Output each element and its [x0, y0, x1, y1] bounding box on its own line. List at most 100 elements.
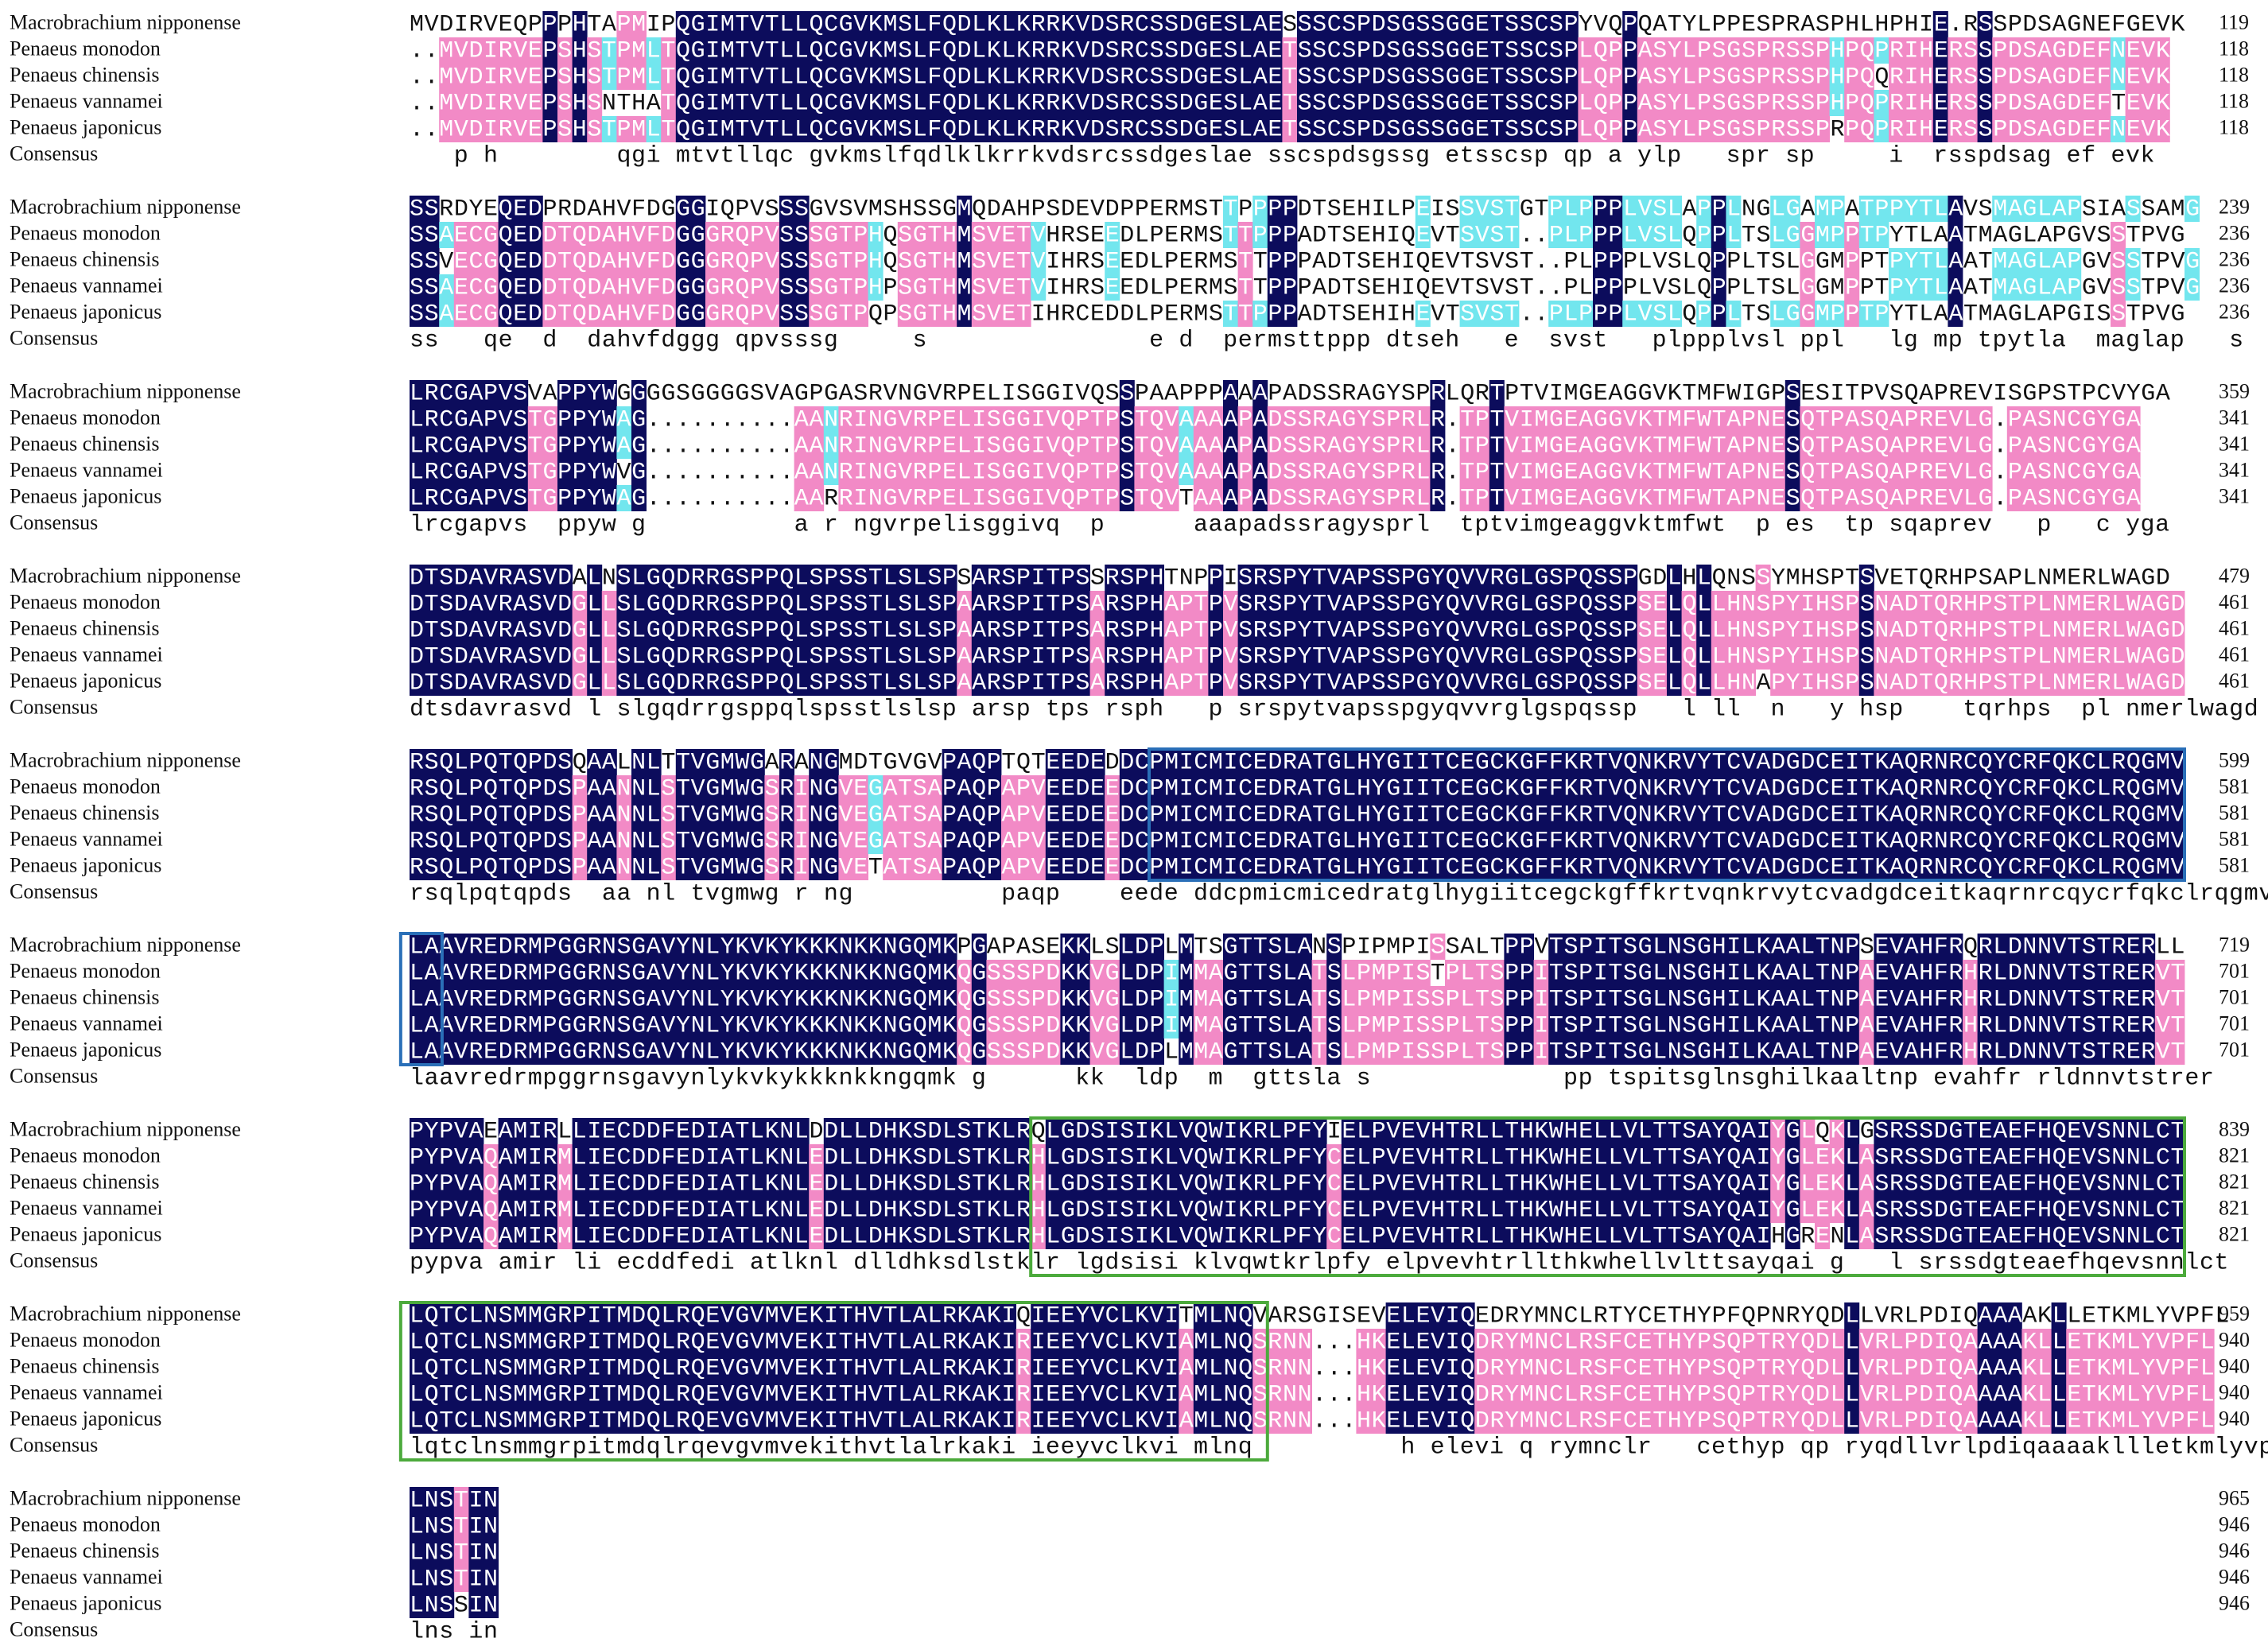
residue-highlight	[749, 90, 765, 116]
residue-highlight	[557, 64, 573, 90]
position-number: 940	[2219, 1354, 2250, 1377]
sequence: PYPVAQAMIRMLIECDDFEDIATLKNLEDLLDHKSDLSTK…	[410, 1144, 2185, 1171]
position-number: 839	[2219, 1117, 2250, 1140]
species-name: Penaeus vannamei	[10, 274, 163, 297]
sequence: DTSDAVRASVDALNSLGQDRRGSPPQLSPSSTLSLSPSAR…	[410, 565, 2171, 592]
consensus-sequence: ss qe d dahvfdggg qpvsssg s e d permsttp…	[410, 327, 2268, 354]
consensus-sequence: lrcgapvs ppyw g a r ngvrpelisggivq p aaa…	[410, 511, 2170, 538]
position-number: 236	[2219, 274, 2250, 297]
residue-highlight	[631, 11, 647, 37]
position-number: 341	[2219, 432, 2250, 455]
residue-highlight	[749, 116, 765, 142]
sequence: LRCGAPVSTGPPYWVG..........AANRINGVRPELIS…	[410, 459, 2141, 486]
sequence: RSQLPQTQPDSPAANNLSTVGMWGSRINGVEGATSAPAQP…	[410, 775, 2185, 802]
species-name: Penaeus monodon	[10, 959, 161, 982]
residue-highlight	[764, 116, 780, 142]
residue-highlight	[631, 37, 647, 64]
species-name: Penaeus vannamei	[10, 458, 163, 481]
sequence: SSAECGQEDDTQDAHVFDGGGRQPVSSSGTPHPSGTHMSV…	[410, 274, 2200, 301]
residue-highlight	[542, 11, 558, 37]
residue-highlight	[439, 90, 455, 116]
residue-highlight	[690, 116, 706, 142]
species-name: Penaeus chinensis	[10, 247, 159, 270]
residue-highlight	[705, 90, 720, 116]
consensus-sequence: rsqlpqtqpds aa nl tvgmwg r ng paqp eede …	[410, 880, 2268, 907]
consensus-sequence: pypva amir li ecddfedi atlknl dlldhksdls…	[410, 1249, 2229, 1276]
sequence: LRCGAPVSTGPPYWAG..........AANRINGVRPELIS…	[410, 433, 2141, 460]
position-number: 461	[2219, 616, 2250, 639]
species-name: Macrobrachium nipponense	[10, 379, 241, 402]
residue-highlight	[513, 90, 529, 116]
residue-highlight	[675, 90, 691, 116]
species-name: Penaeus monodon	[10, 406, 161, 429]
sequence: LQTCLNSMMGRPITMDQLRQEVGVMVEKITHVTLALRKAK…	[410, 1302, 2230, 1330]
position-number: 821	[2219, 1222, 2250, 1245]
residue-highlight	[587, 116, 603, 142]
species-name: Penaeus japonicus	[10, 484, 161, 507]
residue-highlight	[764, 64, 780, 90]
position-number: 946	[2219, 1565, 2250, 1588]
residue-highlight	[468, 116, 484, 142]
residue-highlight	[720, 116, 736, 142]
alignment-block: Macrobrachium nipponense LAAVREDRMPGGRNSG…	[10, 932, 2250, 1092]
residue-highlight	[646, 37, 662, 64]
residue-highlight	[542, 90, 558, 116]
residue-highlight	[513, 64, 529, 90]
position-number: 599	[2219, 748, 2250, 771]
residue-highlight	[646, 116, 662, 142]
position-number: 940	[2219, 1328, 2250, 1351]
residue-highlight	[764, 90, 780, 116]
residue-highlight	[587, 64, 603, 90]
residue-highlight	[453, 90, 469, 116]
alignment-block: Macrobrachium nipponense LQTCLNSMMGRPITMD…	[10, 1301, 2268, 1462]
residue-highlight	[646, 64, 662, 90]
residue-highlight	[705, 116, 720, 142]
species-name: Penaeus monodon	[10, 1328, 161, 1351]
residue-highlight	[542, 116, 558, 142]
residue-highlight	[453, 37, 469, 64]
residue-highlight	[498, 37, 514, 64]
sequence: ..MVDIRVEPSHSTPMLTQGIMTVTLLQCGVKMSLFQDLK…	[410, 116, 2171, 143]
species-name: Penaeus vannamei	[10, 1565, 163, 1588]
species-name: Penaeus vannamei	[10, 1011, 163, 1035]
residue-highlight	[661, 90, 677, 116]
sequence: LRCGAPVSTGPPYWAG..........AANRINGVRPELIS…	[410, 406, 2141, 433]
residue-highlight	[453, 116, 469, 142]
sequence: LNSTIN	[410, 1539, 499, 1566]
residue-highlight	[557, 37, 573, 64]
sequence: PYPVAQAMIRMLIECDDFEDIATLKNLEDLLDHKSDLSTK…	[410, 1223, 2185, 1250]
residue-highlight	[779, 37, 794, 64]
position-number: 581	[2219, 827, 2250, 850]
sequence: LNSTIN	[410, 1513, 499, 1540]
residue-highlight	[527, 90, 543, 116]
species-name: Penaeus monodon	[10, 774, 161, 798]
species-name: Penaeus chinensis	[10, 1170, 159, 1193]
sequence: RSQLPQTQPDSPAANNLSTVGMWGSRINGVETATSAPAQP…	[410, 854, 2185, 881]
residue-highlight	[735, 64, 751, 90]
species-name: Penaeus vannamei	[10, 642, 163, 666]
position-number: 118	[2219, 89, 2249, 112]
sequence: PYPVAEAMIRLLIECDDFEDIATLKNLDDLLDHKSDLSTK…	[410, 1118, 2185, 1145]
sequence: LNSTIN	[410, 1566, 499, 1593]
sequence: LAAVREDRMPGGRNSGAVYNLYKVKYKKKNKKNGQMKPGA…	[410, 934, 2185, 961]
residue-highlight	[720, 37, 736, 64]
sequence: SSAECGQEDDTQDAHVFDGGGRQPVSSSGTPHQSGTHMSV…	[410, 222, 2185, 249]
residue-highlight	[690, 90, 706, 116]
position-number: 946	[2219, 1539, 2250, 1562]
residue-highlight	[779, 64, 794, 90]
position-number: 821	[2219, 1196, 2250, 1219]
consensus-label: Consensus	[10, 142, 98, 165]
sequence: PYPVAQAMIRMLIECDDFEDIATLKNLEDLLDHKSDLSTK…	[410, 1170, 2185, 1198]
residue-highlight	[690, 11, 706, 37]
sequence: MVDIRVEQPPPHTAPMIPQGIMTVTLLQCGVKMSLFQDLK…	[410, 11, 2185, 38]
species-name: Penaeus japonicus	[10, 115, 161, 138]
sequence: ..MVDIRVEPSHSTPMLTQGIMTVTLLQCGVKMSLFQDLK…	[410, 37, 2171, 64]
residue-highlight	[484, 64, 499, 90]
sequence: DTSDAVRASVDGLLSLGQDRRGSPPQLSPSSTLSLSPAAR…	[410, 643, 2185, 670]
alignment-block: Macrobrachium nipponense LNSTIN 965 Penaeus…	[10, 1486, 2250, 1645]
species-name: Penaeus japonicus	[10, 1591, 161, 1614]
sequence: SSVECGQEDDTQDAHVFDGGGRQPVSSSGTPHQSGTHMSV…	[410, 248, 2200, 275]
sequence: ..MVDIRVEPSHSTPMLTQGIMTVTLLQCGVKMSLFQDLK…	[410, 64, 2171, 91]
sequence: DTSDAVRASVDGLLSLGQDRRGSPPQLSPSSTLSLSPAAR…	[410, 617, 2185, 644]
residue-highlight	[661, 64, 677, 90]
